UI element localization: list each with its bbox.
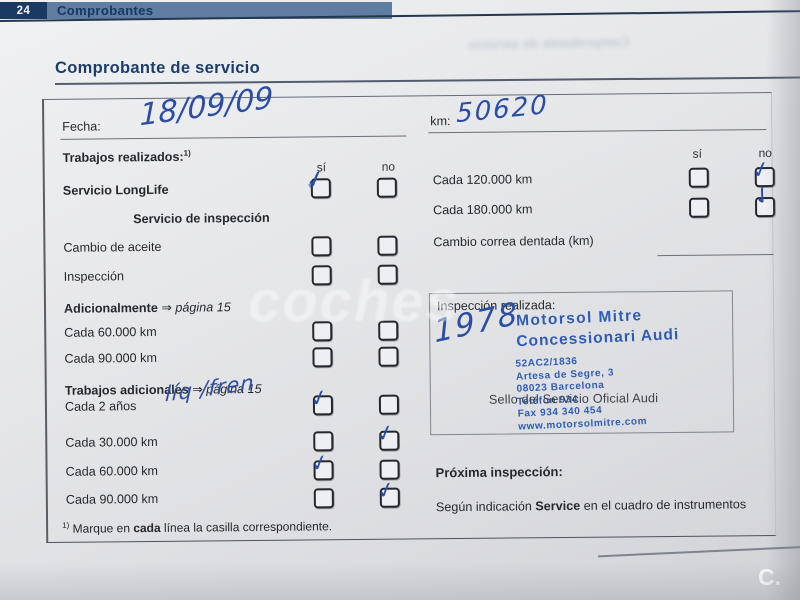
row-label-servicio-longlife: Servicio LongLife	[62, 182, 169, 198]
handwritten-check-mark: ✓	[748, 155, 773, 185]
arrow-glyph: ⇒	[161, 300, 172, 315]
footnote-pre: Marque en	[69, 521, 134, 536]
pagina-15-ref: página 15	[175, 300, 231, 315]
handwritten-check-mark: ✓	[307, 448, 332, 478]
row-label-cada-30000: Cada 30.000 km	[65, 434, 158, 450]
checkbox-60000b-no	[379, 459, 400, 480]
corner-watermark: C.	[758, 564, 781, 590]
handwritten-check-mark: ✓	[306, 383, 332, 413]
segun-post: en el cuadro de instrumentos	[580, 497, 747, 513]
row-label-cada-90000-a: Cada 90.000 km	[64, 350, 157, 366]
checkbox-2anos-si: ✓	[307, 383, 334, 416]
col-header-no-right: no	[758, 145, 772, 161]
ghost-mirrored-title: Comprobante de servicio	[467, 34, 631, 53]
checkbox-60000b-si: ✓	[308, 448, 334, 481]
row-label-cada-2-anos: Cada 2 años	[64, 399, 137, 414]
fecha-label: Fecha:	[62, 119, 101, 134]
stamp-box: Inspección realizada: 1978 Motorsol Mitr…	[428, 290, 735, 436]
section-servicio-inspeccion: Servicio de inspección	[133, 210, 270, 227]
page-number-text: 24	[16, 4, 31, 17]
col-header-si-right: sí	[692, 146, 702, 161]
km-handwritten-value: 50620	[456, 90, 549, 130]
fecha-handwritten-value: 18/09/09	[139, 80, 274, 134]
km-label: km:	[430, 114, 451, 129]
page-bottom-edge	[598, 544, 800, 558]
booklet-section-title: Comprobantes	[57, 3, 154, 18]
km-line	[428, 129, 767, 134]
checkbox-120000-no: ✓	[749, 155, 775, 188]
row-label-cada-60000-b: Cada 60.000 km	[65, 463, 159, 479]
row-label-cada-90000-b: Cada 90.000 km	[65, 491, 159, 507]
row-label-cada-60000-a: Cada 60.000 km	[64, 324, 157, 340]
top-bar	[0, 2, 392, 19]
checkbox-60000a-si	[312, 321, 333, 342]
sello-servicio-oficial-label: Sello del Servicio Oficial Audi	[488, 391, 659, 407]
row-label-cambio-aceite: Cambio de aceite	[63, 239, 162, 255]
row-label-cada-120000: Cada 120.000 km	[432, 172, 533, 188]
proxima-inspeccion-title: Próxima inspección:	[435, 464, 563, 481]
footnote-post: línea la casilla correspondiente.	[160, 519, 333, 535]
footnote-bold: cada	[133, 520, 161, 536]
col-header-no: no	[381, 159, 396, 174]
form-footnote: 1) Marque en cada línea la casilla corre…	[62, 518, 332, 536]
page-number: 24	[0, 2, 47, 19]
checkbox-90000b-si	[313, 488, 334, 509]
segun-service-bold: Service	[535, 498, 581, 514]
footnote-ref: 1)	[183, 148, 191, 158]
checkbox-120000-si	[688, 167, 709, 188]
checkbox-2anos-no	[378, 394, 400, 415]
checkbox-90000b-no: ✓	[374, 476, 400, 508]
col-header-si: sí	[316, 160, 327, 175]
checkbox-aceite-no	[377, 235, 398, 256]
segun-pre: Según indicación	[435, 499, 536, 515]
row-label-inspeccion: Inspección	[63, 269, 124, 284]
adicionalmente-text: Adicionalmente	[63, 300, 158, 316]
checkbox-longlife-si: ✓	[303, 164, 331, 199]
section-adicionalmente: Adicionalmente ⇒ página 15	[64, 299, 231, 316]
checkbox-inspeccion-no	[377, 264, 398, 285]
stamp-dealer-type: Concessionari Audi	[516, 326, 680, 351]
handwritten-note: líq /fren	[164, 370, 255, 407]
checkbox-90000a-si	[312, 347, 333, 368]
checkbox-60000a-no	[378, 320, 399, 341]
checkbox-aceite-si	[311, 236, 332, 257]
checkbox-30000-si	[313, 431, 334, 452]
checkbox-longlife-no	[376, 177, 397, 198]
fecha-line	[60, 135, 407, 141]
correa-line	[657, 253, 774, 257]
checkbox-180000-no: ✓	[747, 179, 778, 218]
trabajos-realizados-title: Trabajos realizados:1)	[62, 148, 191, 165]
trabajos-realizados-text: Trabajos realizados:	[62, 149, 184, 165]
page-title: Comprobante de servicio	[55, 59, 260, 77]
checkbox-inspeccion-si	[311, 265, 332, 286]
checkbox-90000a-no	[378, 346, 399, 367]
page-bottom-shadow	[0, 562, 800, 600]
handwritten-check-mark: ✓	[373, 475, 398, 505]
row-label-correa-dentada: Cambio correa dentada (km)	[433, 233, 594, 250]
checkbox-180000-si	[688, 197, 710, 218]
handwritten-check-mark: ✓	[373, 418, 398, 448]
row-label-cada-180000: Cada 180.000 km	[433, 202, 533, 218]
checkbox-30000-no: ✓	[373, 419, 400, 451]
service-form: Fecha: 18/09/09 km: 50620 Trabajos reali…	[42, 80, 778, 543]
segun-indicacion-text: Según indicación Service en el cuadro de…	[436, 497, 746, 514]
